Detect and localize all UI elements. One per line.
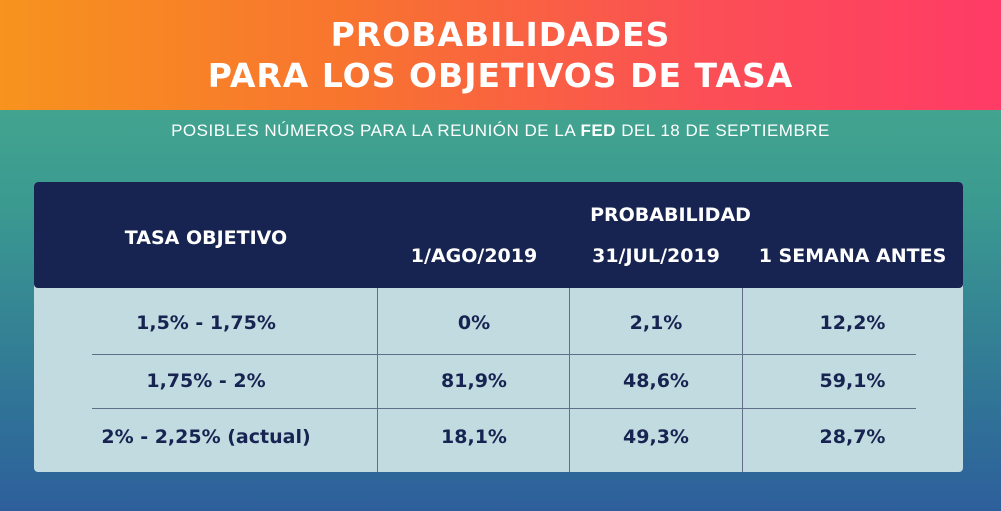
row-divider <box>92 354 916 355</box>
row-label: 2% - 2,25% (actual) <box>101 426 311 448</box>
table-cell: 48,6% <box>623 370 689 392</box>
table-cell: 12,2% <box>819 312 886 334</box>
subtitle-fed: FED <box>580 121 616 140</box>
column-divider <box>742 288 743 472</box>
table-header: TASA OBJETIVO PROBABILIDAD 1/AGO/2019 31… <box>34 182 963 288</box>
header-col-3: 1 SEMANA ANTES <box>758 245 947 267</box>
table-cell: 28,7% <box>819 426 886 448</box>
row-divider <box>92 408 916 409</box>
title-banner: PROBABILIDADES PARA LOS OBJETIVOS DE TAS… <box>0 0 1001 110</box>
table-cell: 18,1% <box>441 426 507 448</box>
table-cell: 0% <box>457 312 491 334</box>
table-cell: 81,9% <box>441 370 507 392</box>
header-probabilidad: PROBABILIDAD <box>590 204 751 226</box>
table-cell: 59,1% <box>819 370 886 392</box>
subtitle: POSIBLES NÚMEROS PARA LA REUNIÓN DE LA F… <box>0 121 1001 141</box>
subtitle-suffix: DEL 18 DE SEPTIEMBRE <box>621 121 830 140</box>
probability-table: TASA OBJETIVO PROBABILIDAD 1/AGO/2019 31… <box>34 182 963 472</box>
header-col-1: 1/AGO/2019 <box>410 245 538 267</box>
page-title-line-2: PARA LOS OBJETIVOS DE TASA <box>207 56 794 95</box>
header-col-2: 31/JUL/2019 <box>592 245 720 267</box>
table-cell: 2,1% <box>629 312 683 334</box>
page-title-line-1: PROBABILIDADES <box>330 15 671 54</box>
subtitle-prefix: POSIBLES NÚMEROS PARA LA REUNIÓN DE LA <box>171 121 576 140</box>
table-cell: 49,3% <box>623 426 689 448</box>
row-label: 1,5% - 1,75% <box>136 312 276 334</box>
row-label: 1,75% - 2% <box>146 370 266 392</box>
column-divider <box>377 288 378 472</box>
column-divider <box>569 288 570 472</box>
header-tasa-objetivo: TASA OBJETIVO <box>124 227 288 249</box>
